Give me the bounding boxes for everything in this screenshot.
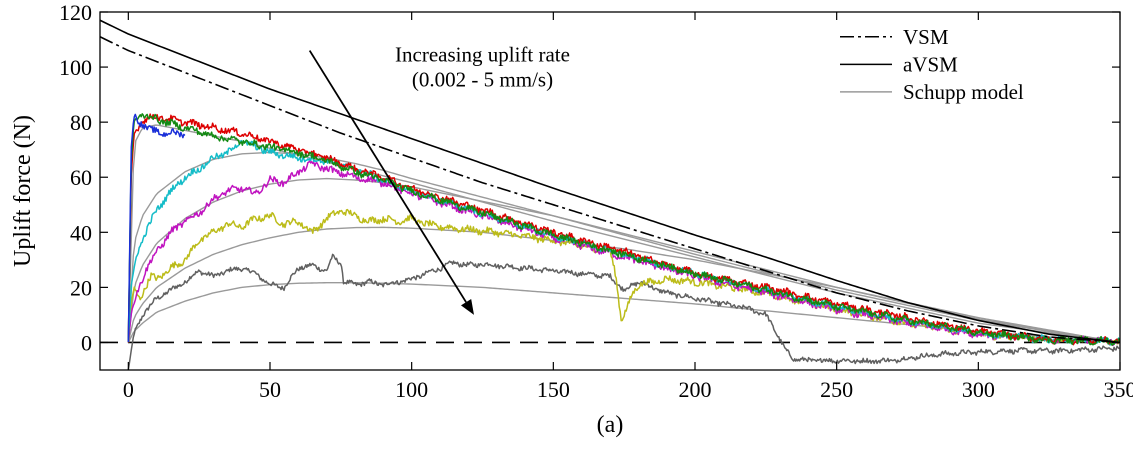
chart-caption: (a) [597,412,624,438]
y-tick-label: 20 [70,275,92,300]
avsm-model-line [100,19,1120,344]
legend-label-vsm: VSM [903,25,949,49]
annotation-line-2: (0.002 - 5 mm/s) [412,67,553,91]
y-tick-label: 120 [59,0,92,25]
annotation: Increasing uplift rate (0.002 - 5 mm/s) [308,43,570,315]
x-tick-label: 350 [1104,377,1133,402]
x-tick-label: 0 [123,377,134,402]
x-tick-label: 250 [820,377,853,402]
x-tick-label: 100 [395,377,428,402]
x-tick-label: 200 [679,377,712,402]
y-tick-label: 100 [59,55,92,80]
y-tick-label: 80 [70,110,92,135]
y-tick-label: 0 [81,330,92,355]
measured-curve-5 [127,160,1120,347]
measured-curve-3 [127,113,1120,347]
measured-curve-7 [127,253,1120,370]
measured-curve-6 [127,208,1120,346]
x-tick-label: 50 [259,377,281,402]
annotation-arrow [308,50,467,303]
measured-curve-4 [127,139,1120,346]
measured-curve-1 [127,113,1120,346]
y-axis-title: Uplift force (N) [10,115,36,267]
legend: VSM aVSM Schupp model [840,25,1024,104]
legend-label-schupp: Schupp model [903,80,1024,104]
annotation-arrow-head [460,299,474,315]
legend-label-avsm: aVSM [903,52,958,76]
vsm-model-line [100,36,1120,344]
schupp-model-curve-4 [127,226,1120,344]
measured-curve-2 [127,113,186,342]
axes-frame [99,11,1121,371]
ticks-layer: 0 50 100 150 200 250 300 350 0 20 40 60 80 100 120 [59,0,1133,402]
x-tick-label: 300 [962,377,995,402]
x-tick-label: 150 [537,377,570,402]
y-tick-label: 60 [70,165,92,190]
series-layer [100,19,1120,370]
y-tick-label: 40 [70,220,92,245]
annotation-line-1: Increasing uplift rate [395,43,570,67]
plot-area [100,19,1120,370]
